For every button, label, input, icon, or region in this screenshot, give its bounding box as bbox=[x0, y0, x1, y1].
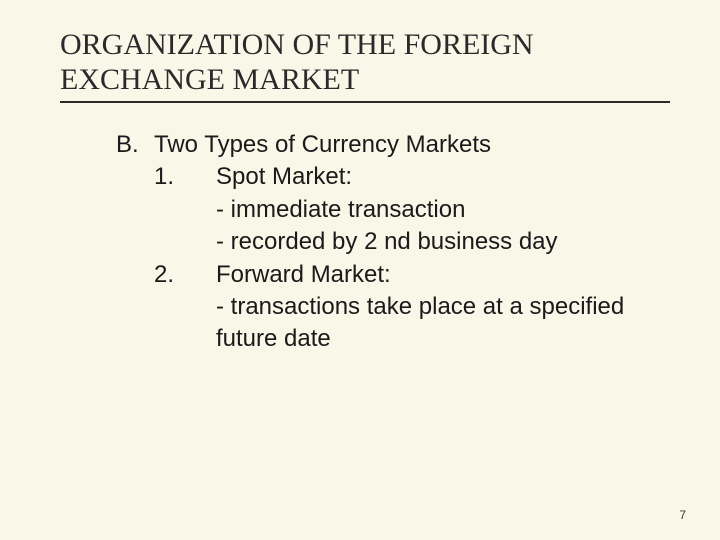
outline-item-1-sub-1: - immediate transaction bbox=[116, 194, 670, 226]
outline-level-b: B. Two Types of Currency Markets bbox=[116, 129, 670, 161]
text-b: Two Types of Currency Markets bbox=[154, 129, 670, 161]
marker-b: B. bbox=[116, 129, 154, 161]
text-2: Forward Market: bbox=[216, 259, 670, 291]
page-number: 7 bbox=[679, 508, 686, 522]
text-1-sub-2: - recorded by 2 nd business day bbox=[216, 226, 670, 258]
slide-title: ORGANIZATION OF THE FOREIGN EXCHANGE MAR… bbox=[60, 28, 670, 97]
text-1: Spot Market: bbox=[216, 161, 670, 193]
text-2-sub-1: - transactions take place at a specified… bbox=[216, 291, 670, 356]
outline-body: B. Two Types of Currency Markets 1. Spot… bbox=[60, 129, 670, 356]
title-underline bbox=[60, 101, 670, 103]
outline-item-2: 2. Forward Market: bbox=[116, 259, 670, 291]
marker-1: 1. bbox=[154, 161, 216, 193]
marker-2: 2. bbox=[154, 259, 216, 291]
outline-item-1: 1. Spot Market: bbox=[116, 161, 670, 193]
slide: ORGANIZATION OF THE FOREIGN EXCHANGE MAR… bbox=[0, 0, 720, 540]
outline-item-2-sub-1: - transactions take place at a specified… bbox=[116, 291, 670, 356]
outline-item-1-sub-2: - recorded by 2 nd business day bbox=[116, 226, 670, 258]
text-1-sub-1: - immediate transaction bbox=[216, 194, 670, 226]
